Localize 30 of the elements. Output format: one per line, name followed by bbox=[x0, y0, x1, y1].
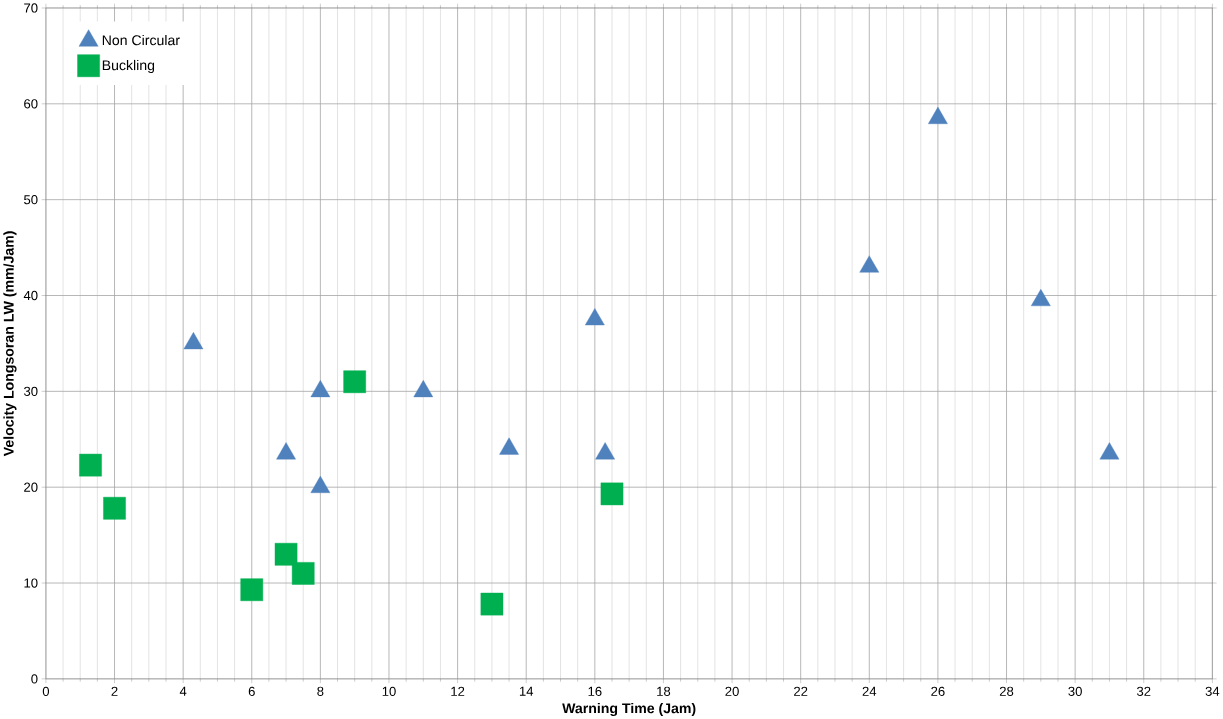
x-tick-label: 30 bbox=[1068, 686, 1082, 696]
y-tick-label: 60 bbox=[24, 98, 38, 109]
legend-label: Buckling bbox=[102, 59, 155, 73]
y-tick-label: 30 bbox=[23, 386, 38, 396]
y-tick-label: 70 bbox=[24, 3, 38, 13]
x-tick-label: 4 bbox=[179, 686, 187, 696]
legend-label: Non Circular bbox=[102, 34, 180, 46]
x-tick-label: 14 bbox=[519, 686, 534, 696]
x-tick-label: 20 bbox=[725, 686, 739, 696]
x-tick-label: 0 bbox=[42, 686, 50, 696]
y-tick-label: 0 bbox=[31, 673, 38, 684]
x-axis-title: Warning Time (Jam) bbox=[562, 702, 696, 716]
y-tick-label: 50 bbox=[24, 194, 38, 205]
y-tick-label: 10 bbox=[24, 578, 38, 588]
x-tick-label: 26 bbox=[931, 686, 945, 696]
x-tick-label: 10 bbox=[382, 686, 396, 696]
x-tick-label: 8 bbox=[317, 686, 324, 696]
y-tick-label: 40 bbox=[23, 290, 38, 300]
x-tick-label: 28 bbox=[999, 686, 1014, 696]
x-tick-label: 22 bbox=[794, 686, 808, 696]
x-tick-label: 24 bbox=[862, 686, 877, 696]
x-tick-label: 34 bbox=[1205, 686, 1220, 696]
x-tick-label: 12 bbox=[451, 686, 465, 696]
y-axis-title: Velocity Longsoran LW (mm/Jam) bbox=[3, 231, 17, 456]
x-tick-label: 18 bbox=[657, 686, 671, 696]
x-tick-label: 2 bbox=[111, 686, 118, 696]
x-tick-label: 16 bbox=[588, 686, 602, 696]
x-tick-label: 6 bbox=[248, 686, 255, 696]
y-tick-label: 20 bbox=[24, 482, 38, 492]
x-tick-label: 32 bbox=[1136, 686, 1151, 696]
